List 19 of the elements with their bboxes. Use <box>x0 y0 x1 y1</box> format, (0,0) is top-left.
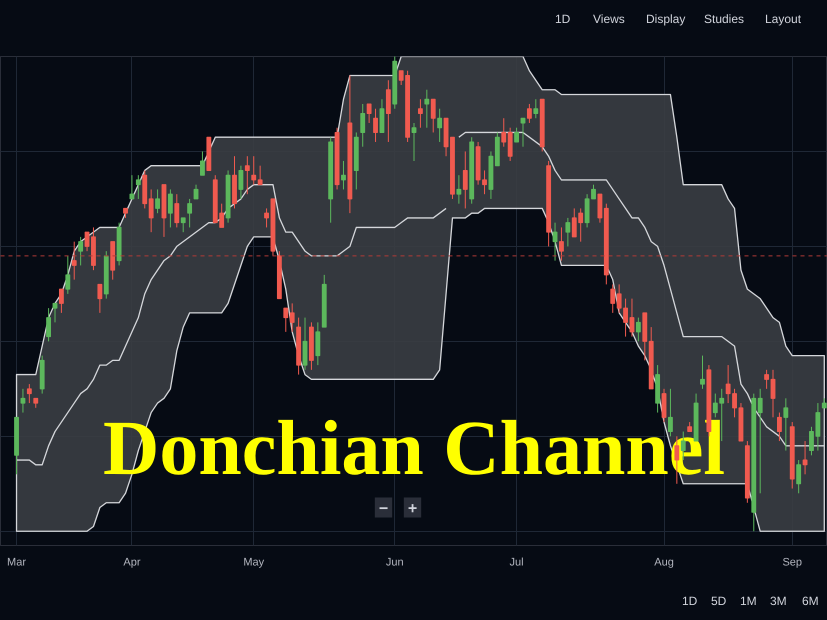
text: 1D <box>555 12 570 26</box>
text: 1M <box>740 594 757 608</box>
x-tick-label: May <box>243 556 265 568</box>
text: 3M <box>770 594 787 608</box>
text: 5D <box>711 594 726 608</box>
text: Layout <box>765 12 802 26</box>
x-tick-label: Jul <box>510 556 524 568</box>
annotation: − <box>378 500 388 518</box>
text: Studies <box>704 12 744 26</box>
text: 6M <box>802 594 819 608</box>
x-tick-label: Apr <box>123 556 141 568</box>
x-tick-label: Mar <box>7 556 26 568</box>
text: Display <box>646 12 686 26</box>
x-tick-label: Aug <box>654 556 674 568</box>
text: Views <box>593 12 625 26</box>
text: 1D <box>682 594 698 608</box>
x-tick-label: Sep <box>782 556 802 568</box>
x-tick-label: Jun <box>386 556 404 568</box>
annotation: + <box>408 500 418 518</box>
